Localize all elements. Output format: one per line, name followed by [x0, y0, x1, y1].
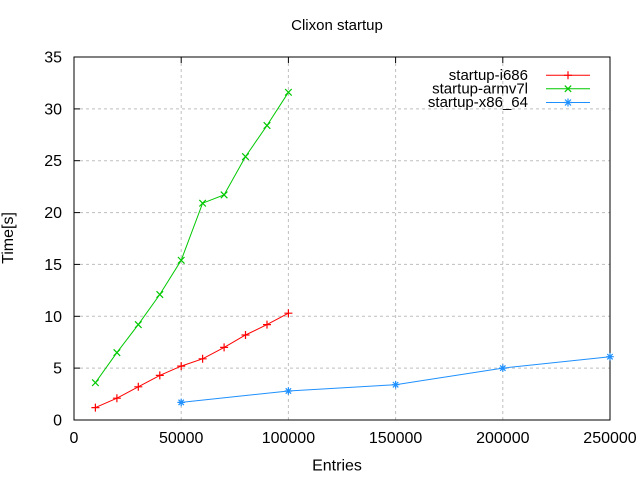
- svg-text:25: 25: [44, 153, 62, 170]
- svg-text:Entries: Entries: [312, 458, 362, 475]
- svg-text:30: 30: [44, 101, 62, 118]
- svg-text:10: 10: [44, 309, 62, 326]
- svg-text:100000: 100000: [262, 430, 315, 447]
- svg-text:5: 5: [53, 361, 62, 378]
- svg-text:0: 0: [70, 430, 79, 447]
- svg-text:150000: 150000: [369, 430, 422, 447]
- svg-text:50000: 50000: [159, 430, 204, 447]
- svg-text:20: 20: [44, 205, 62, 222]
- svg-text:35: 35: [44, 50, 62, 67]
- svg-text:200000: 200000: [476, 430, 529, 447]
- svg-text:Clixon startup: Clixon startup: [291, 17, 383, 34]
- svg-text:startup-x86_64: startup-x86_64: [428, 94, 528, 111]
- svg-text:250000: 250000: [583, 430, 636, 447]
- svg-text:Time[s]: Time[s]: [0, 212, 17, 264]
- svg-text:0: 0: [53, 413, 62, 430]
- svg-text:15: 15: [44, 257, 62, 274]
